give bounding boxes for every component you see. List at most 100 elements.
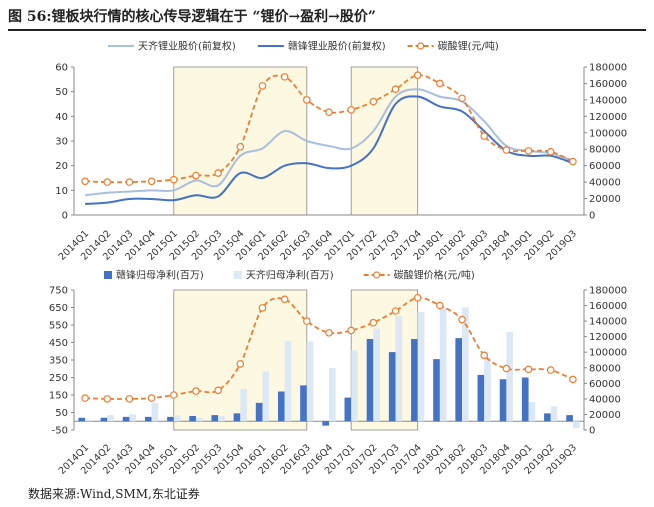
right-tick-label: 140000 — [589, 95, 627, 106]
right-tick-label: 60000 — [589, 161, 621, 172]
point-碳酸锂(元/吨)-2014Q4 — [147, 177, 156, 186]
bar-天齐归母净利(百万)-2018Q2 — [462, 307, 469, 422]
point-碳酸锂(元/吨)-2017Q4 — [413, 71, 422, 80]
bar-赣锋归母净利(百万)-2019Q1 — [521, 377, 529, 422]
point-碳酸锂(元/吨)-2017Q2 — [369, 97, 378, 106]
point-碳酸锂价格(元/吨)-2017Q3 — [391, 307, 400, 315]
left-tick-label: 60 — [55, 63, 68, 74]
bar-赣锋归母净利(百万)-2015Q4 — [233, 413, 241, 422]
bar-天齐归母净利(百万)-2018Q1 — [439, 307, 447, 422]
right-tick-label: 100000 — [589, 348, 627, 359]
point-碳酸锂(元/吨)-2016Q4 — [325, 108, 333, 117]
shaded-period-1 — [173, 66, 308, 216]
bar-赣锋归母净利(百万)-2017Q2 — [366, 339, 374, 422]
point-碳酸锂(元/吨)-2015Q2 — [192, 171, 200, 180]
bar-天齐归母净利(百万)-2017Q1 — [351, 350, 358, 422]
left-tick-label: 0 — [62, 211, 68, 222]
legend-label-赣锋锂业股价(前复权): 赣锋锂业股价(前复权) — [288, 40, 386, 53]
legend-swatch-赣锋归母净利(百万) — [104, 271, 112, 279]
point-碳酸锂(元/吨)-2019Q1 — [524, 147, 533, 155]
bar-赣锋归母净利(百万)-2019Q2 — [544, 413, 551, 422]
bar-天齐归母净利(百万)-2015Q3 — [218, 416, 225, 422]
bar-天齐归母净利(百万)-2018Q4 — [506, 332, 514, 422]
right-tick-label: 20000 — [589, 194, 621, 205]
point-碳酸锂(元/吨)-2014Q3 — [125, 178, 134, 186]
point-碳酸锂(元/吨)-2015Q4 — [236, 142, 245, 151]
bar-赣锋归母净利(百万)-2018Q4 — [499, 379, 507, 422]
right-tick-label: 0 — [589, 211, 595, 222]
point-碳酸锂价格(元/吨)-2017Q4 — [413, 293, 422, 302]
right-tick-label: 60000 — [589, 379, 621, 390]
point-碳酸锂价格(元/吨)-2019Q3 — [569, 375, 577, 384]
point-碳酸锂价格(元/吨)-2019Q2 — [546, 366, 555, 374]
bar-天齐归母净利(百万)-2016Q3 — [306, 341, 314, 422]
chart-top-stock-prices: 0 10 20 30 40 50 60 0 20000 40000 60000 80000 100000… — [55, 40, 627, 263]
right-tick-label: 20000 — [589, 410, 621, 421]
left-tick-label: 50 — [55, 87, 68, 98]
bar-赣锋归母净利(百万)-2018Q2 — [455, 338, 463, 422]
point-碳酸锂(元/吨)-2016Q3 — [303, 96, 311, 104]
bar-天齐归母净利(百万)-2014Q4 — [151, 402, 159, 422]
point-碳酸锂(元/吨)-2016Q1 — [258, 82, 267, 90]
point-碳酸锂价格(元/吨)-2018Q3 — [480, 351, 489, 360]
point-碳酸锂(元/吨)-2017Q1 — [347, 105, 355, 114]
bar-赣锋归母净利(百万)-2014Q4 — [144, 416, 152, 422]
bar-赣锋归母净利(百万)-2019Q3 — [566, 415, 573, 422]
title-rule — [8, 29, 646, 31]
bar-赣锋归母净利(百万)-2014Q2 — [100, 417, 108, 422]
point-碳酸锂价格(元/吨)-2015Q3 — [214, 386, 222, 395]
bar-天齐归母净利(百万)-2014Q1 — [85, 419, 92, 422]
bar-赣锋归母净利(百万)-2015Q1 — [167, 416, 174, 422]
left-tick-label: 650 — [49, 303, 68, 314]
left-tick-label: 10 — [55, 186, 68, 197]
bar-赣锋归母净利(百万)-2018Q3 — [477, 374, 485, 422]
legend-marker-碳酸锂(元/吨) — [417, 42, 425, 50]
legend-label-碳酸锂价格(元/吨): 碳酸锂价格(元/吨) — [394, 269, 475, 282]
point-碳酸锂价格(元/吨)-2016Q4 — [325, 328, 333, 337]
point-碳酸锂价格(元/吨)-2014Q3 — [125, 395, 134, 403]
bar-赣锋归母净利(百万)-2016Q2 — [278, 391, 285, 422]
bar-天齐归母净利(百万)-2017Q2 — [373, 328, 380, 422]
right-tick-label: 100000 — [589, 128, 627, 139]
point-碳酸锂(元/吨)-2014Q1 — [81, 177, 89, 186]
legend-swatch-天齐归母净利(百万) — [233, 271, 242, 279]
bar-赣锋归母净利(百万)-2016Q3 — [300, 385, 307, 422]
series-line-赣锋锂业股价(前复权) — [85, 95, 574, 205]
right-tick-label: 40000 — [589, 394, 621, 405]
legend-label-天齐归母净利(百万): 天齐归母净利(百万) — [246, 269, 334, 282]
point-碳酸锂(元/吨)-2018Q2 — [458, 94, 466, 103]
figure-title: 图 56:锂板块行情的核心传导逻辑在于 “锂价→盈利→股价” — [8, 9, 376, 25]
point-碳酸锂(元/吨)-2019Q3 — [569, 157, 577, 166]
bar-天齐归母净利(百万)-2015Q4 — [240, 388, 247, 422]
bar-天齐归母净利(百万)-2016Q1 — [262, 371, 270, 422]
bar-赣锋归母净利(百万)-2014Q3 — [122, 416, 130, 422]
right-tick-label: 160000 — [589, 301, 627, 312]
left-tick-label: 150 — [49, 391, 68, 402]
series-line-天齐锂业股价(前复权) — [84, 88, 574, 197]
point-碳酸锂(元/吨)-2016Q2 — [280, 73, 289, 81]
bar-赣锋归母净利(百万)-2018Q1 — [433, 359, 440, 422]
point-碳酸锂(元/吨)-2018Q1 — [436, 79, 444, 88]
right-tick-label: 80000 — [589, 363, 621, 374]
bar-天齐归母净利(百万)-2017Q4 — [417, 311, 425, 422]
bar-赣锋归母净利(百万)-2017Q3 — [388, 352, 396, 422]
point-碳酸锂(元/吨)-2019Q2 — [546, 147, 555, 156]
legend-marker-碳酸锂价格(元/吨) — [373, 271, 381, 279]
point-碳酸锂价格(元/吨)-2018Q1 — [436, 301, 444, 310]
bar-赣锋归母净利(百万)-2015Q2 — [189, 416, 196, 422]
bar-天齐归母净利(百万)-2019Q1 — [528, 402, 536, 422]
bar-天齐归母净利(百万)-2018Q3 — [484, 359, 491, 422]
bar-赣锋归母净利(百万)-2015Q3 — [211, 415, 219, 422]
bar-赣锋归母净利(百万)-2014Q1 — [78, 417, 86, 422]
point-碳酸锂(元/吨)-2015Q1 — [169, 175, 178, 184]
legend-label-赣锋归母净利(百万): 赣锋归母净利(百万) — [116, 269, 204, 282]
point-碳酸锂价格(元/吨)-2018Q4 — [502, 364, 511, 373]
right-tick-label: 0 — [589, 426, 595, 437]
point-碳酸锂价格(元/吨)-2016Q3 — [303, 317, 311, 325]
point-碳酸锂价格(元/吨)-2015Q4 — [236, 360, 245, 368]
point-碳酸锂(元/吨)-2017Q3 — [391, 85, 400, 94]
bar-赣锋归母净利(百万)-2017Q4 — [411, 339, 418, 422]
bar-赣锋归母净利(百万)-2017Q1 — [344, 397, 352, 422]
series-line-碳酸锂价格(元/吨) — [85, 296, 574, 400]
